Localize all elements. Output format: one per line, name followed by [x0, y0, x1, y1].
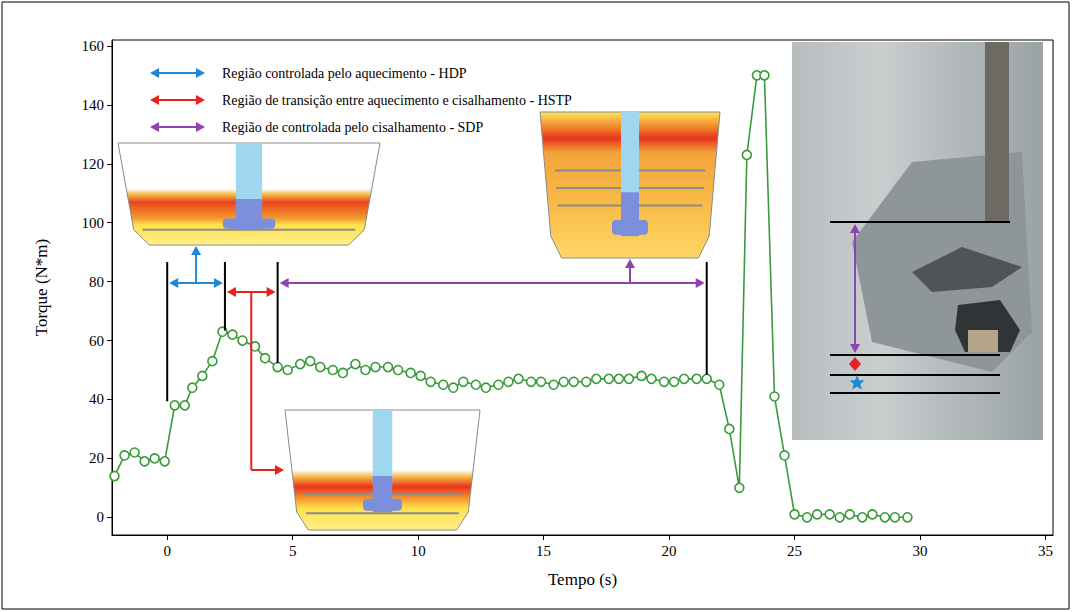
- svg-text:Torque (N*m): Torque (N*m): [32, 239, 51, 336]
- svg-text:30: 30: [913, 543, 928, 559]
- svg-text:100: 100: [82, 215, 105, 231]
- svg-text:20: 20: [89, 450, 104, 466]
- svg-text:120: 120: [82, 156, 105, 172]
- svg-text:25: 25: [787, 543, 802, 559]
- svg-text:160: 160: [82, 38, 105, 54]
- svg-text:0: 0: [163, 543, 171, 559]
- svg-text:80: 80: [89, 274, 104, 290]
- svg-text:140: 140: [82, 97, 105, 113]
- svg-text:35: 35: [1038, 543, 1053, 559]
- svg-text:60: 60: [89, 333, 104, 349]
- svg-text:0: 0: [97, 509, 105, 525]
- svg-text:Região de transição entre aque: Região de transição entre aquecimento e …: [222, 93, 572, 108]
- svg-text:5: 5: [289, 543, 297, 559]
- svg-text:Região controlada pelo aquecim: Região controlada pelo aquecimento - HDP: [222, 66, 467, 81]
- svg-text:40: 40: [89, 391, 104, 407]
- svg-text:15: 15: [536, 543, 551, 559]
- svg-text:10: 10: [411, 543, 426, 559]
- svg-text:20: 20: [662, 543, 677, 559]
- svg-text:Tempo (s): Tempo (s): [548, 570, 617, 589]
- svg-text:Região de controlada pelo cisa: Região de controlada pelo cisalhamento -…: [222, 120, 483, 135]
